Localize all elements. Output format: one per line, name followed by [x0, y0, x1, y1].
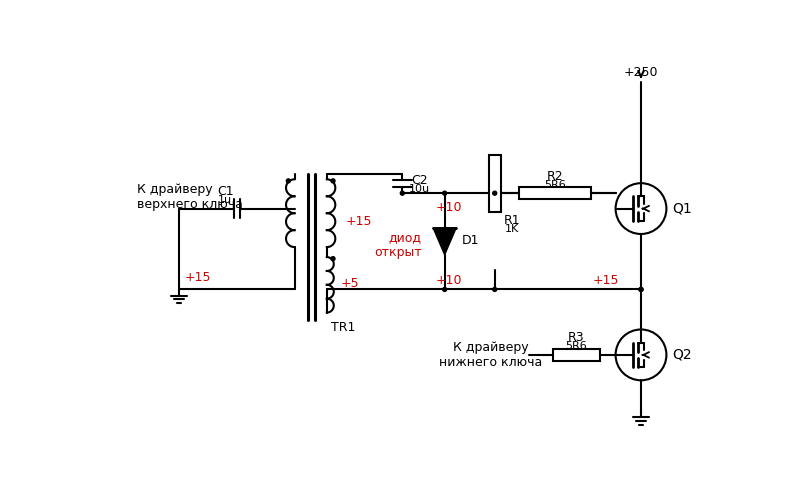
- FancyBboxPatch shape: [489, 155, 501, 212]
- Text: К драйверу
верхнего ключа: К драйверу верхнего ключа: [137, 183, 242, 211]
- Circle shape: [330, 256, 336, 262]
- Text: К драйверу
нижнего ключа: К драйверу нижнего ключа: [439, 341, 542, 369]
- Text: D1: D1: [462, 234, 479, 247]
- Text: +15: +15: [346, 215, 373, 228]
- Text: +15: +15: [185, 271, 211, 284]
- Circle shape: [638, 287, 644, 292]
- FancyBboxPatch shape: [519, 187, 591, 199]
- Text: +10: +10: [435, 201, 462, 214]
- Circle shape: [442, 190, 447, 196]
- Text: R3: R3: [568, 332, 585, 344]
- Text: +250: +250: [624, 66, 658, 79]
- Text: 1K: 1K: [505, 225, 518, 234]
- Text: 10u: 10u: [409, 185, 430, 194]
- Text: 1u: 1u: [218, 195, 232, 205]
- Text: +10: +10: [435, 274, 462, 287]
- Text: R1: R1: [503, 214, 520, 226]
- Text: +5: +5: [341, 277, 359, 290]
- Text: 5R6: 5R6: [566, 341, 587, 352]
- Text: диод
открыт: диод открыт: [374, 231, 422, 259]
- Circle shape: [442, 287, 447, 292]
- Text: 5R6: 5R6: [544, 180, 566, 190]
- FancyBboxPatch shape: [553, 349, 600, 361]
- Circle shape: [492, 287, 498, 292]
- Text: +15: +15: [593, 274, 620, 287]
- Text: Q2: Q2: [673, 348, 692, 362]
- Circle shape: [492, 190, 498, 196]
- Text: TR1: TR1: [330, 321, 355, 335]
- Polygon shape: [433, 228, 456, 255]
- Text: R2: R2: [546, 170, 563, 183]
- Circle shape: [330, 178, 336, 184]
- Circle shape: [638, 287, 644, 292]
- Circle shape: [286, 178, 291, 184]
- Text: Q1: Q1: [673, 202, 692, 216]
- Text: C2: C2: [411, 173, 427, 187]
- Text: C1: C1: [217, 185, 234, 198]
- Circle shape: [400, 190, 405, 196]
